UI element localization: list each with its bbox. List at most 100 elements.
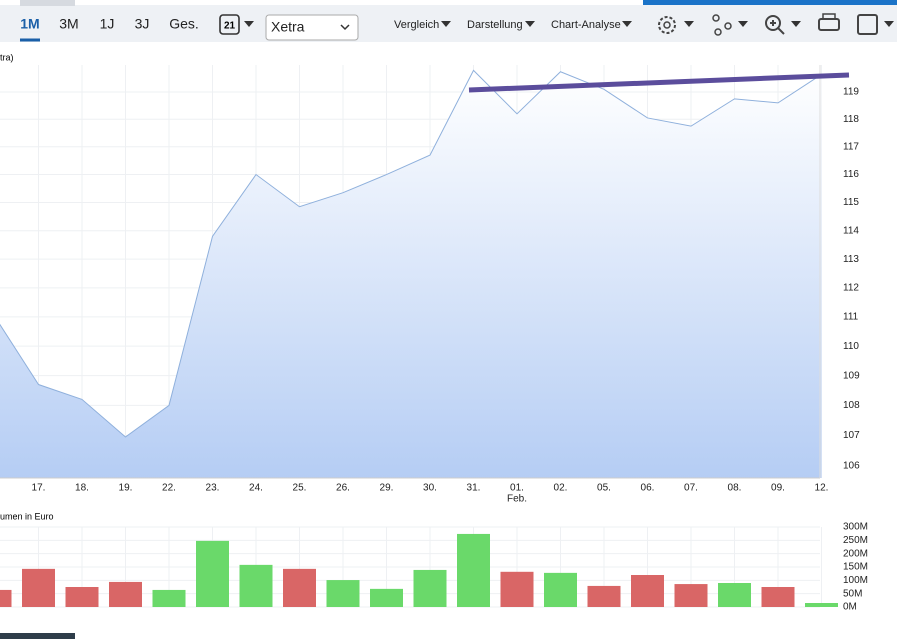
y-tick-label: 109 xyxy=(843,370,860,381)
dropdown-arrow xyxy=(441,21,451,27)
volume-bar xyxy=(196,540,229,607)
x-tick-label: 25. xyxy=(293,483,307,494)
y-tick-label: 250M xyxy=(843,535,868,546)
gear-center xyxy=(663,21,671,29)
calendar-day: 21 xyxy=(224,21,236,32)
dropdown-arrow xyxy=(791,21,801,27)
footer-button[interactable] xyxy=(0,633,75,639)
range-button[interactable]: 3J xyxy=(135,16,150,32)
x-tick-label: 01. xyxy=(510,483,524,494)
y-tick-label: 200M xyxy=(843,548,868,559)
y-tick-label: 115 xyxy=(843,197,859,208)
volume-bar xyxy=(65,587,99,607)
zoom-icon xyxy=(765,15,781,31)
dropdown-arrow xyxy=(525,21,535,27)
dropdown-arrow xyxy=(738,21,748,27)
x-tick-label: 09. xyxy=(771,483,785,494)
y-tick-label: 300M xyxy=(843,522,868,533)
settings-button[interactable] xyxy=(658,16,694,34)
plot-area: 106 107 108 109 110 111 112 113 114 115 116 117 118 1… xyxy=(0,65,868,613)
trend-line xyxy=(468,72,850,93)
node-icon xyxy=(724,22,732,30)
tab xyxy=(20,0,75,6)
exchange-select[interactable]: Xetra xyxy=(265,14,359,41)
tab-active xyxy=(643,0,897,5)
select-box xyxy=(265,14,359,41)
dropdown-arrow xyxy=(684,21,694,27)
zoom-icon-detail xyxy=(770,20,785,35)
node-icon xyxy=(712,14,720,22)
y-tick-label: 50M xyxy=(843,588,862,599)
volume-bar xyxy=(326,580,360,607)
x-tick-label: 07. xyxy=(684,483,698,494)
menu-button[interactable]: Vergleich xyxy=(394,19,439,31)
y-tick-label: 110 xyxy=(843,341,859,352)
y-axis-title: umen in Euro xyxy=(0,511,54,521)
dropdown-arrow xyxy=(622,21,632,27)
month-label: Feb. xyxy=(507,494,527,505)
calendar-button[interactable]: 21 xyxy=(219,14,254,35)
y-tick-label: 107 xyxy=(843,430,860,441)
volume-bar xyxy=(457,533,490,607)
y-tick-label: 113 xyxy=(843,254,859,265)
volume-bar xyxy=(805,603,838,607)
x-tick-label: 19. xyxy=(119,483,133,494)
x-tick-label: 22. xyxy=(162,483,176,494)
price-line xyxy=(0,69,822,438)
menu-button[interactable]: Darstellung xyxy=(467,19,523,31)
range-button[interactable]: 3M xyxy=(59,16,78,32)
dropdown-arrow xyxy=(884,21,894,27)
range-button[interactable]: 1M xyxy=(20,16,39,32)
range-button[interactable]: Ges. xyxy=(169,16,199,32)
y-tick-label: 117 xyxy=(843,141,859,152)
y-tick-label: 111 xyxy=(843,312,859,323)
volume-bar xyxy=(544,572,577,607)
select-arrow xyxy=(340,24,350,31)
exchange-value: Xetra xyxy=(271,19,305,35)
x-tick-label: 18. xyxy=(75,483,89,494)
volume-bar xyxy=(0,589,12,607)
volume-bar xyxy=(109,581,142,607)
volume-bar xyxy=(761,587,795,607)
volume-bar xyxy=(413,569,447,607)
dropdown-arrow xyxy=(244,21,254,27)
y-tick-label: 118 xyxy=(843,114,859,125)
y-tick-label: 0M xyxy=(843,602,857,613)
volume-bar xyxy=(587,585,621,607)
node-icon xyxy=(714,28,722,36)
x-tick-label: 17. xyxy=(32,483,46,494)
volume-bar xyxy=(370,588,403,607)
x-tick-label: 29. xyxy=(380,483,394,494)
y-tick-label: 119 xyxy=(843,87,859,98)
zoom-button[interactable] xyxy=(765,15,801,35)
menu-button[interactable]: Chart-Analyse xyxy=(551,19,621,31)
x-tick-label: 30. xyxy=(423,483,437,494)
y-tick-label: 106 xyxy=(843,460,860,471)
print-icon-paper xyxy=(822,13,836,20)
save-button[interactable] xyxy=(857,14,894,35)
save-icon xyxy=(857,14,878,35)
volume-bar xyxy=(631,575,664,607)
x-tick-label: 23. xyxy=(206,483,220,494)
volume-bar xyxy=(283,568,316,607)
x-tick-label: 05. xyxy=(597,483,611,494)
y-tick-label: 150M xyxy=(843,562,868,573)
volume-bar xyxy=(239,564,273,607)
indicators-button[interactable] xyxy=(712,14,748,36)
y-axis-title: tra) xyxy=(0,52,14,62)
calendar-icon xyxy=(219,14,240,35)
y-tick-label: 112 xyxy=(843,283,859,294)
x-tick-label: 24. xyxy=(249,483,263,494)
x-tick-label: 26. xyxy=(336,483,350,494)
y-tick-label: 116 xyxy=(843,169,859,180)
volume-bar xyxy=(674,584,708,607)
price-area xyxy=(0,70,822,478)
print-button[interactable] xyxy=(818,13,840,31)
y-tick-label: 114 xyxy=(843,225,859,236)
volume-bar xyxy=(500,571,534,607)
x-tick-label: 12. xyxy=(815,483,829,494)
x-tick-label: 31. xyxy=(467,483,481,494)
range-button[interactable]: 1J xyxy=(100,16,115,32)
gear-icon xyxy=(658,16,676,34)
